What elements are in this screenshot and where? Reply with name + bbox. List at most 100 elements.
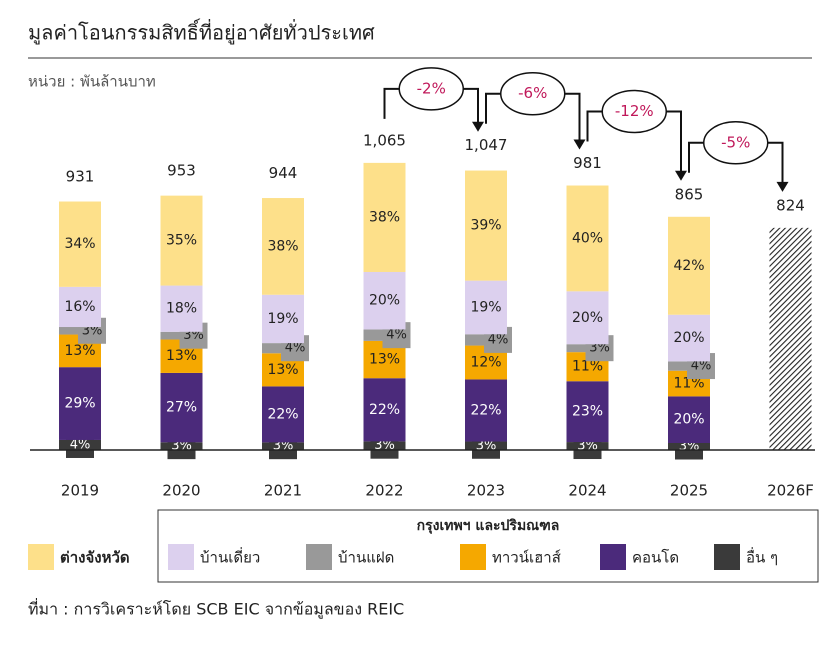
total-label: 944 [269,164,298,182]
bar-segment [465,280,507,335]
bar-segment [59,201,101,287]
x-tick-label: 2021 [264,482,302,500]
chart-title: มูลค่าโอนกรรมสิทธิ์ที่อยู่อาศัยทั่วประเท… [28,18,375,46]
total-label: 1,047 [465,136,508,154]
arrow-head [675,170,687,181]
value-label: 27% [166,400,197,416]
bar-segment [363,271,406,330]
bar-segment [160,372,203,443]
arrow-head [776,181,789,192]
value-label: 3% [183,328,204,343]
value-label: 19% [470,299,501,315]
value-label: 22% [470,402,501,418]
legend-swatch [168,544,194,570]
value-label: 42% [673,258,704,274]
value-label: 19% [267,311,298,327]
arrow-head [573,139,586,150]
bar-segment [363,162,406,272]
legend-group-title: กรุงเทพฯ และปริมณฑล [417,518,560,534]
value-label: 13% [267,362,298,378]
change-bubble [703,121,769,165]
change-bubble [601,89,667,134]
value-label: 11% [572,359,603,375]
value-label: 39% [470,218,501,234]
value-label: 20% [572,310,603,326]
legend-label: อื่น ๆ [746,547,778,567]
total-label: 953 [167,162,196,180]
value-label: 13% [166,348,197,364]
value-label: 18% [166,301,197,317]
total-label: 981 [573,154,602,172]
x-tick-label: 2019 [61,482,99,500]
value-label: 11% [673,376,704,392]
change-bubble [500,71,566,116]
total-label: 1,065 [363,131,406,149]
total-label: 865 [675,185,704,203]
value-label: 35% [166,233,197,249]
value-label: 34% [64,236,95,252]
value-label: 3% [589,341,610,356]
value-label: 4% [70,437,91,452]
value-label: 4% [691,359,712,374]
value-label: 20% [673,330,704,346]
bar-total [769,227,812,450]
bar-segment [465,170,507,281]
source: ที่มา : การวิเคราะห์โดย SCB EIC จากข้อมู… [28,598,404,620]
value-label: 40% [572,230,603,246]
bar-segment [262,294,304,344]
value-label: 22% [267,406,298,422]
legend-swatch [600,544,626,570]
change-label: -6% [518,84,547,102]
x-tick-label: 2024 [568,482,606,500]
value-label: 12% [470,354,501,370]
value-label: 4% [285,341,306,356]
change-label: -2% [417,79,446,97]
bar-segment [566,381,609,443]
value-label: 16% [64,299,95,315]
bar-segment [668,216,710,315]
bar-segment [465,379,507,442]
x-tick-label: 2026F [767,482,814,500]
bar-segment [160,285,203,332]
legend-swatch [460,544,486,570]
value-label: 13% [64,343,95,359]
value-label: 4% [488,332,509,347]
bar-segment [59,367,101,440]
value-label: 20% [673,412,704,428]
bar-segment [363,378,406,442]
x-tick-label: 2022 [365,482,403,500]
bar-segment [668,396,710,444]
value-label: 3% [82,323,103,338]
legend-swatch [28,544,54,570]
bar-segment [160,195,203,286]
legend-label: คอนโด [632,549,679,567]
value-label: 4% [386,328,407,343]
bar-segment [566,185,609,292]
bar-segment [566,291,609,345]
legend-label: บ้านเดี่ยว [200,547,260,567]
change-label: -5% [721,133,750,151]
x-tick-label: 2020 [162,482,200,500]
bar-segment [668,314,710,362]
bar-segment [262,198,304,295]
legend-box [157,509,819,583]
value-label: 20% [369,293,400,309]
x-tick-label: 2023 [467,482,505,500]
value-label: 23% [572,404,603,420]
arrow-head [472,121,484,132]
chart-subtitle: หน่วย : พันล้านบาท [28,73,156,91]
value-label: 29% [64,396,95,412]
change-label: -12% [615,102,654,120]
legend-swatch [714,544,740,570]
legend-label: บ้านแฝด [338,549,394,567]
legend-label: ทาวน์เฮาส์ [492,549,561,567]
value-label: 38% [369,209,400,225]
bar-segment [262,386,304,443]
value-label: 38% [267,238,298,254]
value-label: 22% [369,402,400,418]
legend-label: ต่างจังหวัด [60,549,130,567]
legend-swatch [306,544,332,570]
total-label: 931 [66,168,95,186]
bar-segment [59,286,101,328]
